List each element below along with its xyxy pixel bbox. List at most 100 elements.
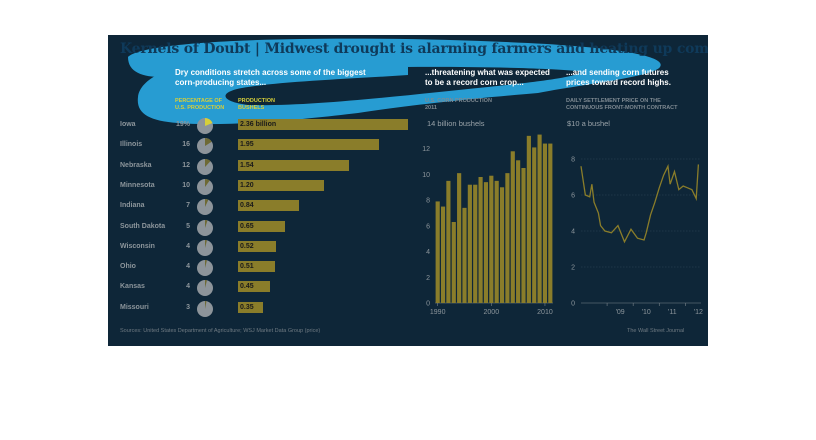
production-bar (548, 143, 553, 303)
state-bar (238, 281, 271, 293)
chart-title: Kernels of Doubt | Midwest drought is al… (120, 41, 708, 57)
y-tick-label: 2 (426, 275, 430, 282)
x-tick-label: 1990 (430, 309, 446, 316)
percent-label: 12 (182, 161, 190, 169)
panel3-subtitle-line2: prices toward record highs. (566, 78, 671, 87)
state-label: Indiana (120, 202, 145, 210)
y-tick-label: 4 (426, 249, 430, 256)
panel3-label: DAILY SETTLEMENT PRICE ON THE CONTINUOUS… (566, 98, 678, 112)
state-bar (238, 220, 285, 232)
y-tick-label: 10 (422, 172, 430, 179)
y-tick-label: 2 (571, 265, 575, 272)
state-label: Minnesota (120, 181, 155, 189)
production-header-line2: BUSHELS (238, 105, 265, 111)
production-bar (446, 180, 451, 303)
production-bar (440, 206, 446, 303)
state-bar-value: 2.36 billion (240, 121, 277, 128)
production-bar (478, 177, 483, 303)
state-bar (238, 200, 299, 212)
pie-slice (205, 219, 208, 228)
price-line-chart: 0 2 4 6 8 $10 a bushel '09 '10 '11 '12 (567, 119, 703, 316)
y-tick-label: 6 (426, 223, 430, 230)
panel1-subtitle-line2: corn-producing states... (175, 78, 267, 87)
production-bar-chart: 0 2 4 6 8 10 12 14 billion bushels 1990 2000 2010 (422, 119, 553, 316)
production-bar (526, 135, 531, 303)
panel2-label: U.S. CORN PRODUCTION 2011 (425, 98, 492, 112)
panel2-subtitle-line1: ...threatening what was expected (425, 68, 550, 77)
production-bar (532, 147, 537, 303)
production-bar (516, 160, 521, 303)
y-tick-label: 0 (571, 301, 575, 308)
state-bar-value: 0.52 (240, 242, 254, 250)
source-note: Sources: United States Department of Agr… (120, 328, 321, 334)
production-bar (505, 173, 510, 303)
panel2-label-line2: 2011 (425, 105, 437, 111)
state-label: Iowa (120, 121, 136, 128)
pie-slice (205, 199, 209, 208)
pie-slice (205, 300, 207, 309)
state-label: Nebraska (120, 161, 152, 169)
y-tick-label: 8 (426, 198, 430, 205)
pie-icon (197, 158, 213, 175)
infographic: Kernels of Doubt | Midwest drought is al… (108, 35, 708, 346)
y-tick-label: 4 (571, 229, 575, 236)
state-bar-value: 0.65 (240, 222, 254, 230)
production-bar (510, 151, 515, 303)
pie-icon (197, 138, 213, 155)
production-bar (467, 184, 472, 303)
percent-label: 16 (182, 141, 190, 149)
state-bar (238, 139, 379, 151)
pie-icon (197, 178, 213, 195)
production-bar (473, 184, 478, 303)
production-header-line1: PRODUCTION (238, 98, 275, 104)
x-tick-label: '10 (642, 309, 651, 316)
production-bar (457, 173, 462, 303)
state-bar-value: 0.35 (240, 303, 254, 311)
panel3-subtitle-line1: ...and sending corn futures (566, 68, 669, 77)
panel1-subtitle-line1: Dry conditions stretch across some of th… (175, 68, 366, 77)
panel2-label-line1: U.S. CORN PRODUCTION (425, 98, 492, 104)
production-bar (489, 175, 494, 303)
percent-label: 4 (186, 283, 190, 291)
x-tick-label: '11 (668, 309, 677, 316)
pie-slice (205, 239, 207, 248)
state-bar (238, 159, 349, 171)
state-bar-value: 0.45 (240, 283, 254, 291)
pie-icon (197, 199, 213, 216)
y-tick-label: 12 (422, 146, 430, 153)
pie-icon (197, 300, 213, 317)
state-label: Illinois (120, 141, 143, 149)
state-bar (238, 261, 275, 273)
production-bar (451, 222, 456, 303)
state-label: Kansas (120, 283, 145, 291)
pie-icon (197, 118, 213, 134)
state-bar (238, 119, 408, 130)
state-bar-value: 1.95 (240, 141, 254, 149)
state-bar-value: 0.51 (240, 263, 254, 271)
state-label: Wisconsin (120, 242, 155, 250)
pie-slice (205, 178, 210, 187)
state-label: South Dakota (120, 222, 166, 230)
pie-icon (197, 239, 213, 256)
production-bar (494, 180, 499, 303)
pie-slice (205, 260, 207, 269)
percent-label: 3 (186, 303, 190, 311)
pie-slice (205, 158, 211, 167)
x-tick-label: '09 (616, 309, 625, 316)
panel3-subtitle: ...and sending corn futures prices towar… (566, 68, 671, 88)
unit-label: 14 billion bushels (427, 119, 485, 128)
pie-slice (205, 280, 207, 289)
percent-label: 4 (186, 263, 190, 271)
y-tick-label: 0 (426, 301, 430, 308)
state-bar (238, 301, 264, 313)
production-bar (499, 187, 505, 303)
percent-header-line1: PERCENTAGE OF (175, 98, 222, 104)
state-label: Ohio (120, 263, 136, 271)
production-bar (521, 168, 526, 303)
state-bar-value: 0.84 (240, 202, 254, 210)
state-label: Missouri (120, 303, 149, 311)
production-column-header: PRODUCTION BUSHELS (238, 98, 275, 112)
panel3-label-line1: DAILY SETTLEMENT PRICE ON THE (566, 98, 661, 104)
pie-slice (205, 138, 212, 147)
x-tick-label: '12 (694, 309, 703, 316)
